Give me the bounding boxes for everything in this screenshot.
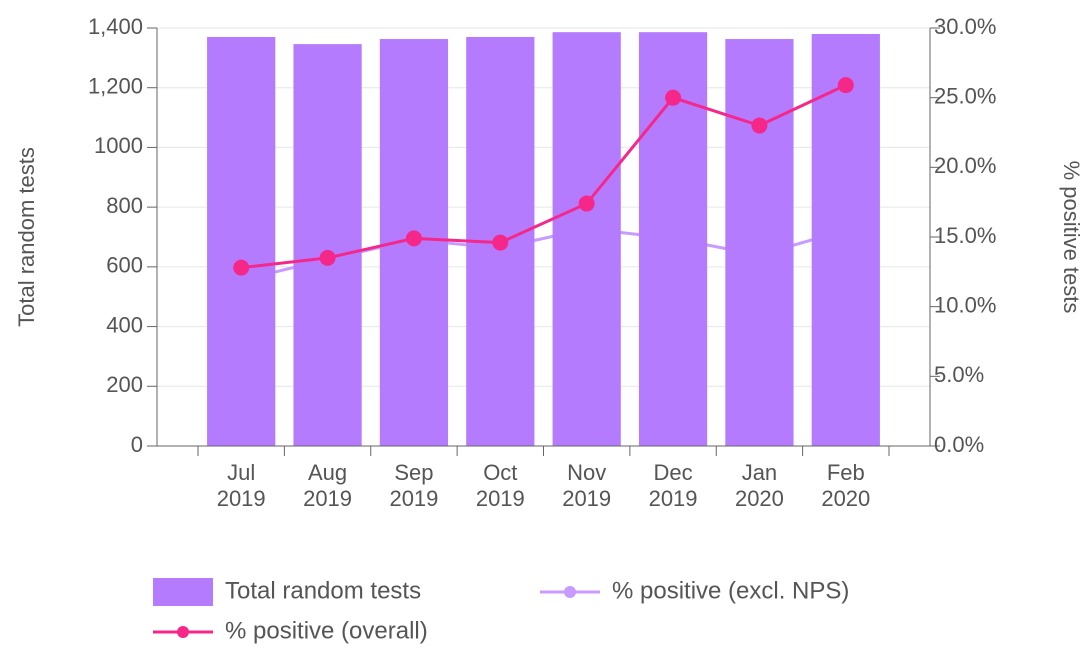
y-tick-label: 400 [106, 312, 143, 337]
x-tick-label: Aug 2019 [303, 460, 353, 511]
line-marker [405, 230, 422, 247]
legend-label: Total random tests [225, 577, 421, 604]
y2-tick-label: 20.0% [934, 153, 996, 178]
bar [207, 36, 276, 446]
y2-tick-label: 25.0% [934, 83, 996, 108]
bar [811, 33, 880, 446]
x-tick-label: Oct 2019 [475, 460, 525, 511]
y2-tick-label: 0.0% [934, 432, 984, 457]
x-tick-label: Jan 2020 [734, 460, 784, 511]
x-tick-label: Feb 2020 [821, 460, 871, 511]
x-tick-label: Dec 2019 [648, 460, 698, 511]
line-marker [319, 249, 336, 266]
y2-axis-label: % positive tests [1059, 161, 1084, 314]
legend-label: % positive (overall) [225, 617, 428, 644]
line-marker [578, 195, 595, 212]
y-tick-label: 1,400 [88, 14, 143, 39]
y-tick-label: 800 [106, 193, 143, 218]
line-marker [837, 77, 854, 94]
y-tick-label: 200 [106, 372, 143, 397]
bar [552, 32, 621, 447]
y2-tick-label: 30.0% [934, 14, 996, 39]
legend-marker [564, 586, 576, 598]
y-tick-label: 1,200 [88, 74, 143, 99]
y2-tick-label: 15.0% [934, 223, 996, 248]
y-tick-label: 600 [106, 253, 143, 278]
bar [293, 44, 362, 446]
y-tick-label: 1000 [94, 133, 143, 158]
legend-label: % positive (excl. NPS) [612, 577, 849, 604]
bar [725, 39, 794, 446]
y-axis-label: Total random tests [14, 147, 39, 327]
line-marker [492, 234, 509, 251]
line-marker [751, 117, 768, 134]
line-marker [665, 89, 682, 106]
legend-marker [177, 626, 189, 638]
legend-swatch [153, 578, 213, 606]
y2-tick-label: 5.0% [934, 362, 984, 387]
line-series [241, 83, 847, 270]
y2-tick-label: 10.0% [934, 292, 996, 317]
x-tick-label: Nov 2019 [562, 460, 612, 511]
y-tick-label: 0 [131, 432, 143, 457]
x-tick-label: Jul 2019 [216, 460, 266, 511]
line-marker [233, 259, 250, 276]
x-tick-label: Sep 2019 [389, 460, 439, 511]
